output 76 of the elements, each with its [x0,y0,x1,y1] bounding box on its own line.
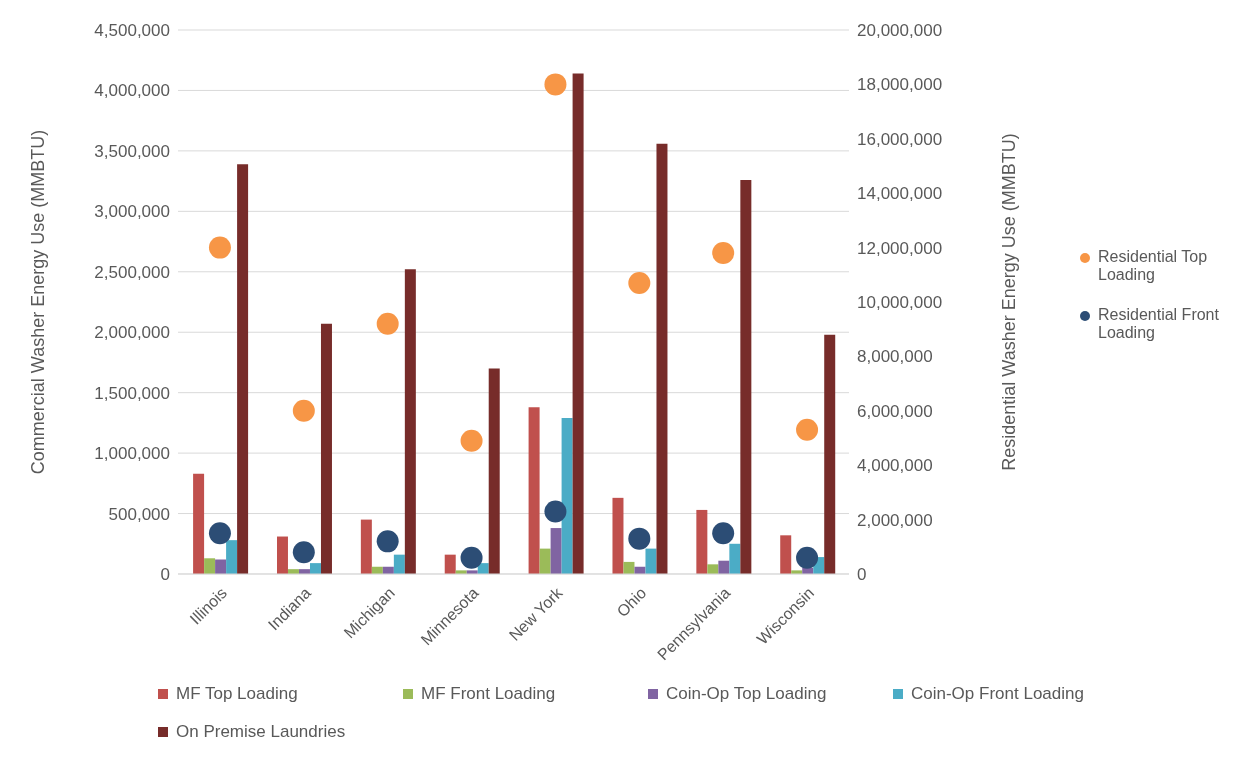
bar [612,497,624,574]
y-tick-label: 2,500,000 [94,262,170,282]
bar [488,368,500,574]
legend-label: MF Front Loading [421,684,556,704]
legend-label: MF Top Loading [176,684,298,704]
legend-label: Coin-Op Front Loading [911,684,1084,704]
bar [528,407,540,574]
y-tick-label: 4,500,000 [94,21,170,41]
y-tick-label: 2,000,000 [94,323,170,343]
point [460,546,483,569]
bar [718,560,730,574]
point [628,527,651,550]
legend-label: Residential Top Loading [1098,248,1209,284]
legend-label: Residential Front Loading [1098,306,1220,342]
y-tick-label: 3,500,000 [94,141,170,161]
y-tick-label: 1,500,000 [94,383,170,403]
bar [645,548,657,574]
y2-tick-label: 6,000,000 [857,401,933,421]
point [712,522,735,545]
bar [696,509,708,574]
y2-axis-title: Residential Washer Energy Use (MMBTU) [999,133,1020,471]
bar [309,563,321,574]
point [544,73,567,96]
bar [572,73,584,574]
bar [656,143,668,574]
point [460,429,483,452]
bar [215,559,227,574]
legend-label: On Premise Laundries [176,722,346,742]
bar [226,540,238,574]
y-tick-label: 3,000,000 [94,202,170,222]
bar [237,164,249,574]
bar [729,543,741,574]
y2-tick-label: 0 [857,565,867,585]
y2-tick-label: 4,000,000 [857,456,933,476]
point [208,522,231,545]
legend-label: Coin-Op Top Loading [666,684,827,704]
point [796,418,819,441]
bar [561,418,573,574]
y2-tick-label: 12,000,000 [857,238,943,258]
point [544,500,567,523]
bar [193,473,205,574]
x-tick-label: Ohio [613,584,650,621]
point [628,271,651,294]
bar [623,561,635,574]
y-tick-label: 500,000 [108,504,170,524]
y-tick-label: 4,000,000 [94,81,170,101]
point [376,530,399,553]
y2-tick-label: 2,000,000 [857,510,933,530]
bar [404,269,416,574]
point [208,236,231,259]
point [712,242,735,265]
bar [444,554,456,574]
bar [539,548,551,574]
point [292,541,315,564]
point [376,312,399,335]
y2-tick-label: 10,000,000 [857,293,943,313]
y-tick-label: 1,000,000 [94,444,170,464]
bar [204,558,216,574]
y2-tick-label: 14,000,000 [857,184,943,204]
bar [550,528,562,574]
point [292,399,315,422]
y-axis-title: Commercial Washer Energy Use (MMBTU) [28,129,49,475]
bar [276,536,288,574]
y2-tick-label: 8,000,000 [857,347,933,367]
bar [393,554,405,574]
bar [780,535,792,574]
point [796,546,819,569]
bar [707,564,719,574]
y2-tick-label: 18,000,000 [857,75,943,95]
bar [320,323,332,574]
y-tick-label: 0 [160,565,170,585]
y2-tick-label: 16,000,000 [857,129,943,149]
bar [824,334,836,574]
bar [740,179,752,574]
bar [360,519,372,574]
y2-tick-label: 20,000,000 [857,21,943,41]
